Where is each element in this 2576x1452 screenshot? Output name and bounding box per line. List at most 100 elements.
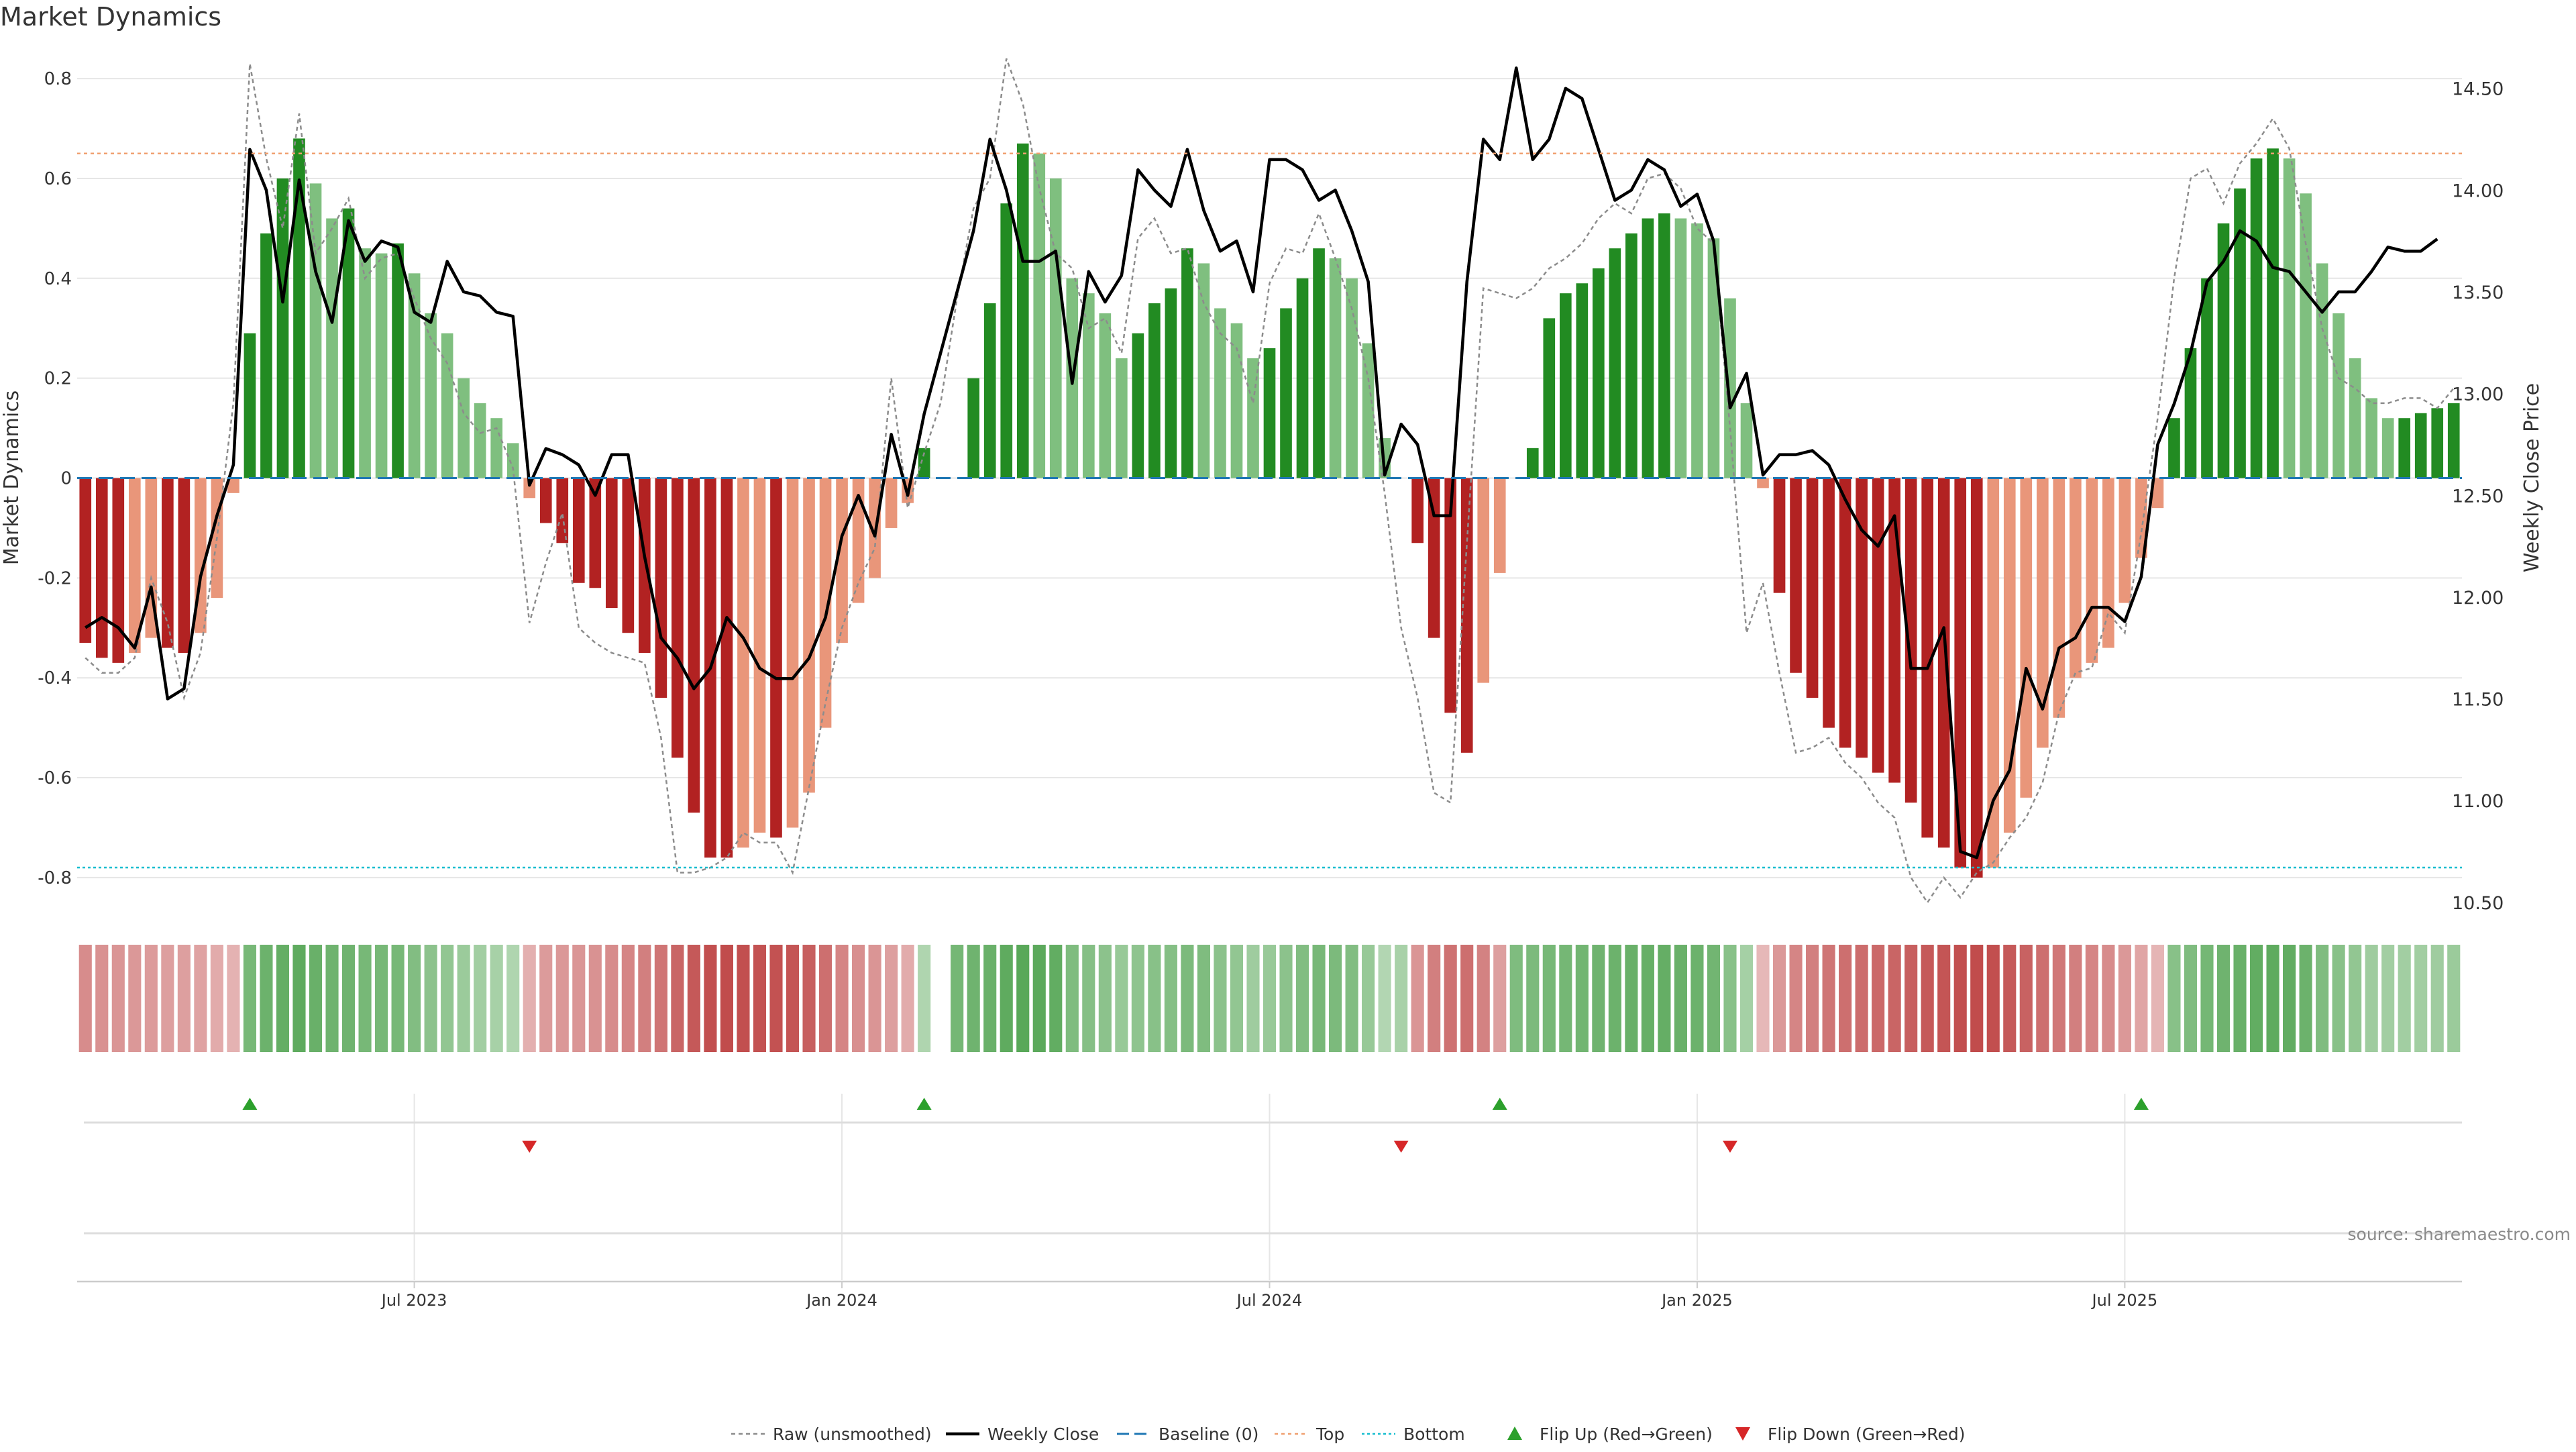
heat-cell bbox=[918, 945, 931, 1052]
heat-cell bbox=[1477, 945, 1490, 1052]
y-right-tick-label: 14.50 bbox=[2452, 79, 2504, 100]
dynamics-bar bbox=[79, 478, 92, 643]
y-right-tick-label: 12.50 bbox=[2452, 486, 2504, 507]
heat-cell bbox=[2365, 945, 2378, 1052]
legend-label: Flip Down (Green→Red) bbox=[1768, 1424, 1966, 1444]
dynamics-bar bbox=[2151, 478, 2164, 509]
dynamics-bar bbox=[441, 333, 453, 478]
dynamics-bar bbox=[2020, 478, 2033, 798]
dynamics-bar bbox=[1526, 448, 1539, 478]
dynamics-bar bbox=[753, 478, 766, 833]
dynamics-bar bbox=[1165, 288, 1177, 478]
heat-cell bbox=[704, 945, 717, 1052]
dynamics-bar bbox=[572, 478, 585, 583]
heat-cell bbox=[1806, 945, 1819, 1052]
dynamics-bar bbox=[1839, 478, 1851, 748]
heat-cell bbox=[1493, 945, 1507, 1052]
heat-cell bbox=[1970, 945, 1984, 1052]
dynamics-bar bbox=[326, 218, 338, 478]
dynamics-bar bbox=[786, 478, 799, 828]
heat-cell bbox=[243, 945, 256, 1052]
heat-cell bbox=[2151, 945, 2164, 1052]
chart-title: Market Dynamics bbox=[0, 2, 221, 32]
dynamics-bar bbox=[2381, 418, 2394, 478]
heat-cell bbox=[210, 945, 223, 1052]
dynamics-bar bbox=[1987, 478, 2000, 868]
heat-cell bbox=[1542, 945, 1556, 1052]
dynamics-bar bbox=[1280, 308, 1292, 478]
dynamics-bar bbox=[1757, 478, 1769, 488]
heat-cell bbox=[1658, 945, 1671, 1052]
x-tick-label: Jan 2025 bbox=[1660, 1291, 1733, 1310]
dynamics-bar bbox=[1116, 358, 1128, 478]
dynamics-bar bbox=[1346, 278, 1358, 478]
legend-flip-up-swatch bbox=[1507, 1427, 1522, 1440]
dynamics-bar bbox=[1543, 318, 1556, 478]
dynamics-bar bbox=[639, 478, 651, 653]
dynamics-bar bbox=[1099, 313, 1112, 478]
dynamics-bar bbox=[178, 478, 191, 653]
heat-cell bbox=[1855, 945, 1868, 1052]
dynamics-bar bbox=[276, 178, 289, 478]
dynamics-bar bbox=[1411, 478, 1424, 543]
y-left-tick-label: 0.8 bbox=[44, 69, 72, 89]
dynamics-bar bbox=[2135, 478, 2147, 558]
heat-cell bbox=[2167, 945, 2181, 1052]
heat-cell bbox=[605, 945, 619, 1052]
heat-cell bbox=[523, 945, 536, 1052]
dynamics-bar bbox=[1296, 278, 1309, 478]
dynamics-bar bbox=[1724, 298, 1736, 478]
heat-cell bbox=[144, 945, 158, 1052]
dynamics-bar bbox=[1904, 478, 1917, 803]
heat-cell bbox=[194, 945, 207, 1052]
dynamics-bar bbox=[1740, 403, 1753, 478]
flip-down-marker bbox=[522, 1141, 537, 1153]
heat-cell bbox=[95, 945, 109, 1052]
heat-cell bbox=[1608, 945, 1621, 1052]
dynamics-bar bbox=[1970, 478, 1983, 878]
dynamics-bar bbox=[1214, 308, 1226, 478]
heat-cell bbox=[358, 945, 372, 1052]
heat-cell bbox=[1115, 945, 1128, 1052]
raw-unsmoothed-line bbox=[85, 58, 2455, 904]
heat-cell bbox=[1065, 945, 1079, 1052]
heat-cell bbox=[539, 945, 553, 1052]
dynamics-bar bbox=[1428, 478, 1440, 638]
heat-cell bbox=[687, 945, 700, 1052]
dynamics-bar bbox=[2267, 148, 2279, 478]
dynamics-bar bbox=[359, 248, 371, 478]
heat-cell bbox=[78, 945, 92, 1052]
dynamics-bar bbox=[1691, 223, 1703, 478]
heat-cell bbox=[1460, 945, 1474, 1052]
dynamics-bar bbox=[1872, 478, 1884, 773]
heat-cell bbox=[1739, 945, 1754, 1052]
heat-cell bbox=[1444, 945, 1457, 1052]
dynamics-bar bbox=[1593, 268, 1605, 478]
heat-cell bbox=[2332, 945, 2345, 1052]
heat-cell bbox=[885, 945, 898, 1052]
heat-cell bbox=[1625, 945, 1638, 1052]
dynamics-bar bbox=[2398, 418, 2411, 478]
flip-up-marker bbox=[916, 1098, 932, 1110]
legend-label: Bottom bbox=[1403, 1424, 1465, 1444]
heat-cell bbox=[802, 945, 816, 1052]
heat-cell bbox=[260, 945, 273, 1052]
heat-cell bbox=[1411, 945, 1424, 1052]
heat-cell bbox=[572, 945, 586, 1052]
heat-cell bbox=[1214, 945, 1227, 1052]
heat-cell bbox=[2447, 945, 2461, 1052]
heat-cell bbox=[2216, 945, 2231, 1052]
legend-label: Raw (unsmoothed) bbox=[773, 1424, 932, 1444]
heat-cell bbox=[1428, 945, 1441, 1052]
dynamics-bar bbox=[408, 273, 421, 478]
heat-cell bbox=[720, 945, 733, 1052]
legend-label: Weekly Close bbox=[987, 1424, 1099, 1444]
dynamics-bar bbox=[2365, 398, 2377, 478]
dynamics-bar bbox=[2036, 478, 2049, 748]
heat-cell bbox=[1953, 945, 1967, 1052]
heat-cell bbox=[1756, 945, 1770, 1052]
heat-cell bbox=[424, 945, 437, 1052]
heat-cell bbox=[2349, 945, 2362, 1052]
dynamics-bar bbox=[1674, 218, 1687, 478]
